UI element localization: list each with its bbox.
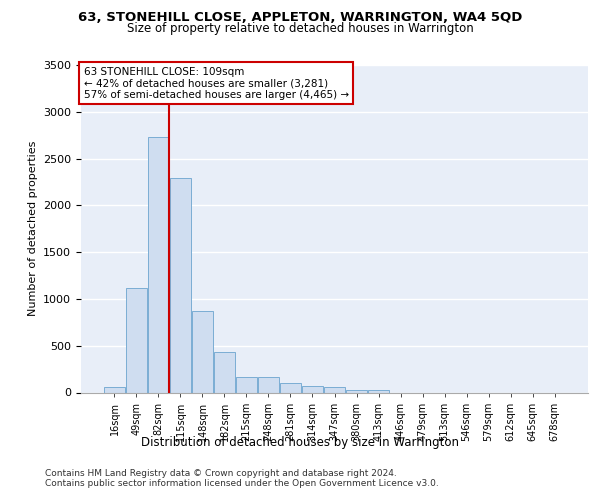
Bar [148,137,169,392]
Text: Distribution of detached houses by size in Warrington: Distribution of detached houses by size … [141,436,459,449]
Text: Size of property relative to detached houses in Warrington: Size of property relative to detached ho… [127,22,473,35]
Bar [346,390,367,392]
Bar [258,377,279,392]
Bar [214,352,235,393]
Bar [170,178,191,392]
Bar [368,390,389,392]
Text: 63 STONEHILL CLOSE: 109sqm
← 42% of detached houses are smaller (3,281)
57% of s: 63 STONEHILL CLOSE: 109sqm ← 42% of deta… [83,66,349,100]
Bar [236,377,257,392]
Bar [192,310,213,392]
Bar [126,288,147,393]
Bar [280,383,301,392]
Bar [104,388,125,392]
Text: 63, STONEHILL CLOSE, APPLETON, WARRINGTON, WA4 5QD: 63, STONEHILL CLOSE, APPLETON, WARRINGTO… [78,11,522,24]
Bar [324,388,345,392]
Bar [302,386,323,392]
Text: Contains HM Land Registry data © Crown copyright and database right 2024.
Contai: Contains HM Land Registry data © Crown c… [45,469,439,488]
Y-axis label: Number of detached properties: Number of detached properties [28,141,38,316]
